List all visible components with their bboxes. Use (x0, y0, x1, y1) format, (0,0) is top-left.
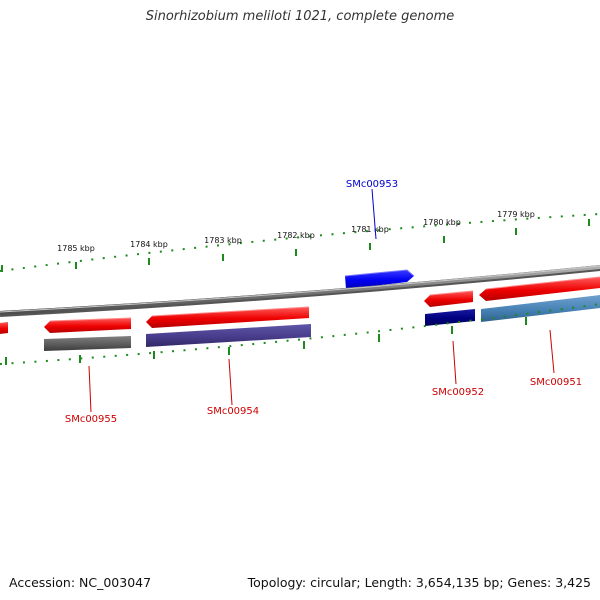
gene-label-SMc00954: SMc00954 (207, 406, 259, 417)
scale-label-1784: 1784 kbp (130, 240, 168, 249)
gene-SMc00951 (479, 276, 600, 301)
gene-SMc00955 (44, 317, 132, 333)
cds-SMc00951 (481, 295, 600, 322)
scale-label-1783: 1783 kbp (204, 236, 242, 245)
genome-backbone (0, 265, 600, 317)
gene-edge-left (0, 322, 8, 334)
inner-scale-dots (0, 303, 600, 365)
inner-major-ticks (5, 317, 527, 365)
outer-major-ticks (1, 219, 590, 272)
footer-accession: Accession: NC_003047 (9, 575, 152, 590)
gene-label-SMc00952: SMc00952 (432, 387, 484, 398)
label-leaders (88, 329, 555, 413)
scale-label-1785: 1785 kbp (57, 244, 95, 253)
scale-label-1781: 1781 kbp (351, 225, 389, 234)
scale-label-1779: 1779 kbp (497, 210, 535, 219)
leader-SMc00952 (452, 340, 457, 385)
scale-label-1780: 1780 kbp (423, 218, 461, 227)
footer-topology: Topology: circular; Length: 3,654,135 bp… (247, 575, 591, 590)
outer-scale-dots (0, 213, 600, 272)
map-title: Sinorhizobium meliloti 1021, complete ge… (145, 9, 455, 24)
scale-label-1782: 1782 kbp (277, 231, 315, 240)
leader-SMc00954 (228, 358, 233, 406)
leader-SMc00955 (88, 365, 92, 413)
cds-SMc00952 (425, 309, 475, 326)
leader-SMc00953 (371, 188, 377, 240)
cds-SMc00955 (44, 336, 131, 351)
gene-SMc00954 (146, 306, 310, 328)
gene-SMc00953 (344, 269, 415, 289)
gene-SMc00952 (424, 290, 474, 307)
leader-SMc00951 (549, 329, 555, 374)
scale-labels: 1785 kbp 1784 kbp 1783 kbp 1782 kbp 1781… (57, 210, 535, 253)
cds-SMc00954 (146, 324, 311, 347)
gene-label-SMc00955: SMc00955 (65, 414, 117, 425)
gene-label-SMc00953: SMc00953 (346, 179, 398, 190)
gene-label-SMc00951: SMc00951 (530, 377, 582, 388)
